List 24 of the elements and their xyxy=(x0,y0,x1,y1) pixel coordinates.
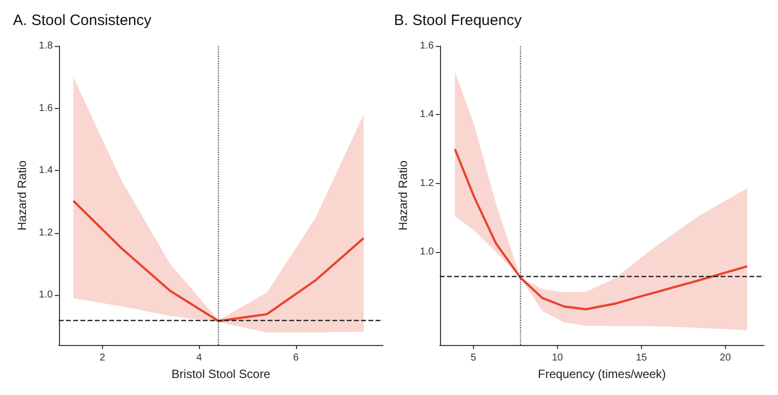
line-series xyxy=(454,148,748,310)
y-tick-label: 1.2 xyxy=(38,227,54,238)
y-tick-label: 1.0 xyxy=(38,290,54,301)
x-tick-label: 6 xyxy=(293,352,300,364)
y-tick-label: 1.2 xyxy=(420,178,434,189)
x-tick-label: 10 xyxy=(552,352,564,364)
y-tick-label: 1.0 xyxy=(420,246,434,258)
x-tick-label: 4 xyxy=(196,352,202,364)
y-tick-label: 1.4 xyxy=(38,165,54,176)
x-axis-title: Frequency (times/week) xyxy=(538,366,666,381)
x-tick-label: 2 xyxy=(100,352,106,364)
y-axis-title: Hazard Ratio xyxy=(15,160,29,231)
y-tick-label: 1.6 xyxy=(38,102,54,114)
x-tick-label: 15 xyxy=(636,352,648,364)
x-tick-label: 20 xyxy=(720,352,732,364)
x-axis-title: Bristol Stool Score xyxy=(172,366,271,381)
y-tick-label: 1.6 xyxy=(420,40,434,52)
line-series xyxy=(72,200,365,322)
x-tick-label: 5 xyxy=(470,352,477,364)
y-tick-label: 1.8 xyxy=(38,40,54,52)
chart-title: B. Stool Frequency xyxy=(394,12,522,29)
chart-title: A. Stool Consistency xyxy=(13,12,152,29)
y-tick-label: 1.4 xyxy=(420,109,434,120)
y-axis-title: Hazard Ratio xyxy=(396,160,410,231)
